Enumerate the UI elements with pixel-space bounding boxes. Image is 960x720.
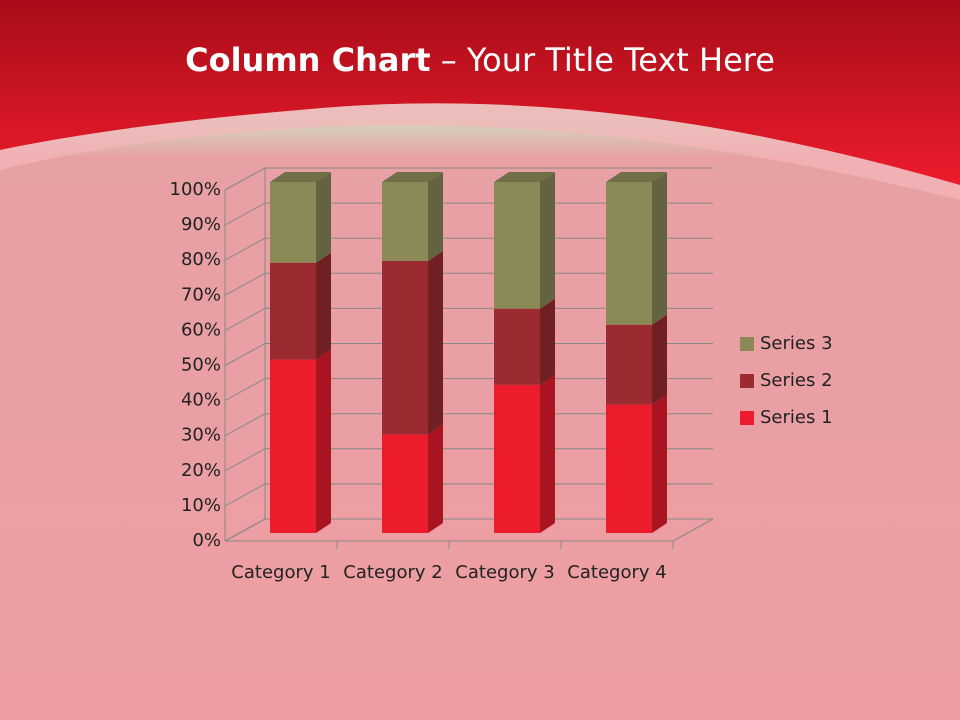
x-tick-label: Category 2 [343, 562, 443, 583]
side-grid-line [224, 343, 266, 366]
bar [606, 404, 652, 533]
legend-label: Series 3 [760, 333, 833, 354]
x-tick-label: Category 3 [455, 562, 555, 583]
side-grid-line [224, 518, 266, 542]
side-grid-line [224, 272, 266, 296]
y-tick-label: 0% [192, 530, 221, 551]
bar [270, 182, 316, 263]
y-tick-label: 10% [181, 495, 221, 516]
bar-side [652, 394, 667, 533]
y-tick-label: 20% [181, 460, 221, 481]
bar [382, 182, 428, 261]
title-rest: – Your Title Text Here [441, 41, 775, 79]
bar-top [606, 172, 667, 182]
bar-side [316, 252, 331, 360]
header-band [0, 0, 960, 185]
legend-swatch [740, 411, 754, 425]
bar-side [316, 172, 331, 263]
y-tick-label: 80% [181, 249, 221, 270]
bar-side [652, 172, 667, 325]
y-tick-label: 60% [181, 319, 221, 340]
y-tick-label: 30% [181, 425, 221, 446]
bar-side [540, 298, 555, 385]
header-arc [0, 103, 960, 200]
legend-swatch [740, 374, 754, 388]
bar-top [270, 172, 331, 182]
bar-side [652, 314, 667, 405]
side-grid-line [224, 483, 266, 507]
bar [494, 182, 540, 309]
bar-side [428, 172, 443, 261]
side-grid-line [224, 307, 266, 331]
side-grid-line [224, 202, 266, 226]
bar-top [382, 172, 443, 182]
bar [494, 308, 540, 385]
side-grid-line [224, 378, 266, 402]
bar [606, 182, 652, 325]
bar-side [316, 349, 331, 533]
y-tick-label: 70% [181, 284, 221, 305]
x-tick-label: Category 1 [231, 562, 331, 583]
legend-label: Series 1 [760, 407, 833, 428]
side-grid-line [224, 448, 266, 472]
bar [382, 260, 428, 435]
bar [494, 384, 540, 533]
title-bold: Column Chart [185, 41, 430, 79]
bar [270, 262, 316, 360]
side-grid-line [224, 237, 266, 261]
y-tick-label: 90% [181, 214, 221, 235]
bar-side [540, 374, 555, 533]
bar [270, 359, 316, 533]
bar-side [540, 172, 555, 309]
legend-swatch [740, 337, 754, 351]
bar [606, 324, 652, 405]
bar-side [428, 424, 443, 533]
x-tick-label: Category 4 [567, 562, 667, 583]
bar [382, 434, 428, 533]
side-grid-line [224, 413, 266, 437]
chart-title: Column Chart – Your Title Text Here [185, 41, 775, 79]
side-grid-line [224, 167, 266, 191]
legend-label: Series 2 [760, 370, 833, 391]
y-tick-label: 50% [181, 355, 221, 376]
y-tick-label: 40% [181, 390, 221, 411]
y-tick-label: 100% [170, 179, 221, 200]
bar-top [494, 172, 555, 182]
bar-side [428, 250, 443, 435]
plot: 0% 10% 20% 30% 40% 50% 60% 70% 80% 90% 100% Series … [170, 167, 833, 551]
